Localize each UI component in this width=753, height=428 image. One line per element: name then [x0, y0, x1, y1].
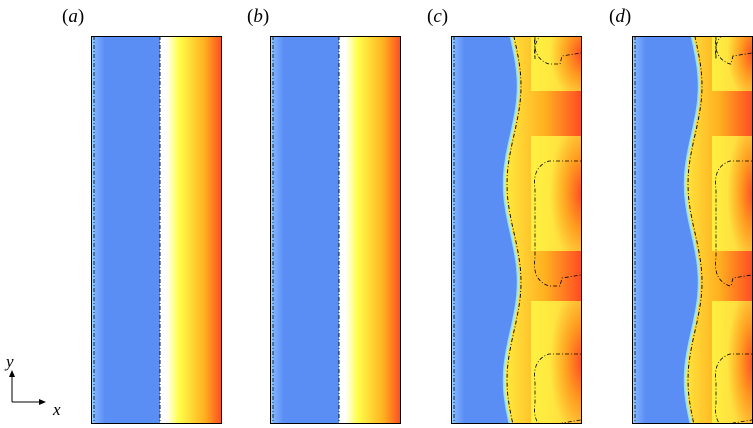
isotherm-contour-1 [715, 36, 753, 65]
panel-b [270, 36, 401, 424]
panel-a [91, 36, 222, 424]
hot-phase-region [339, 36, 401, 424]
panel-d-field-plot [632, 36, 753, 424]
hot-cell-3 [531, 301, 582, 424]
y-axis-label: y [6, 352, 14, 371]
panel-d [632, 36, 753, 424]
cold-phase-region [632, 36, 699, 424]
panel-label-b: (b) [247, 6, 270, 27]
panel-c [451, 36, 582, 424]
isotherm-contour-1 [534, 36, 582, 65]
interface-contour [687, 36, 703, 424]
isotherm-contour-2 [715, 160, 753, 287]
isotherm-contour-3 [534, 353, 582, 424]
panel-label-d: (d) [609, 6, 632, 27]
hot-cell-1 [531, 36, 582, 91]
cold-phase-region [451, 36, 518, 424]
panel-a-field-plot [91, 36, 222, 424]
hot-cell-2 [531, 136, 582, 251]
x-axis-label: x [53, 400, 61, 419]
cold-phase-region [91, 36, 160, 424]
panel-label-a: (a) [62, 6, 85, 27]
panel-frame [451, 36, 582, 424]
panel-label-c: (c) [427, 6, 449, 27]
hot-cell-1 [712, 36, 753, 91]
interface-contour [506, 36, 522, 424]
hot-cell-3 [712, 301, 753, 424]
panel-c-field-plot [451, 36, 582, 424]
x-arrowhead [39, 399, 46, 405]
y-arrowhead [9, 370, 15, 377]
panel-frame [91, 36, 222, 424]
isotherm-contour-2 [534, 160, 582, 287]
panel-b-field-plot [270, 36, 401, 424]
axes-indicator [9, 370, 46, 405]
cold-phase-region [270, 36, 339, 424]
interface-glow [683, 36, 701, 424]
hot-cell-2 [712, 136, 753, 251]
hot-phase-region [160, 36, 222, 424]
interface-glow [502, 36, 520, 424]
isotherm-contour-3 [715, 353, 753, 424]
panel-frame [270, 36, 401, 424]
